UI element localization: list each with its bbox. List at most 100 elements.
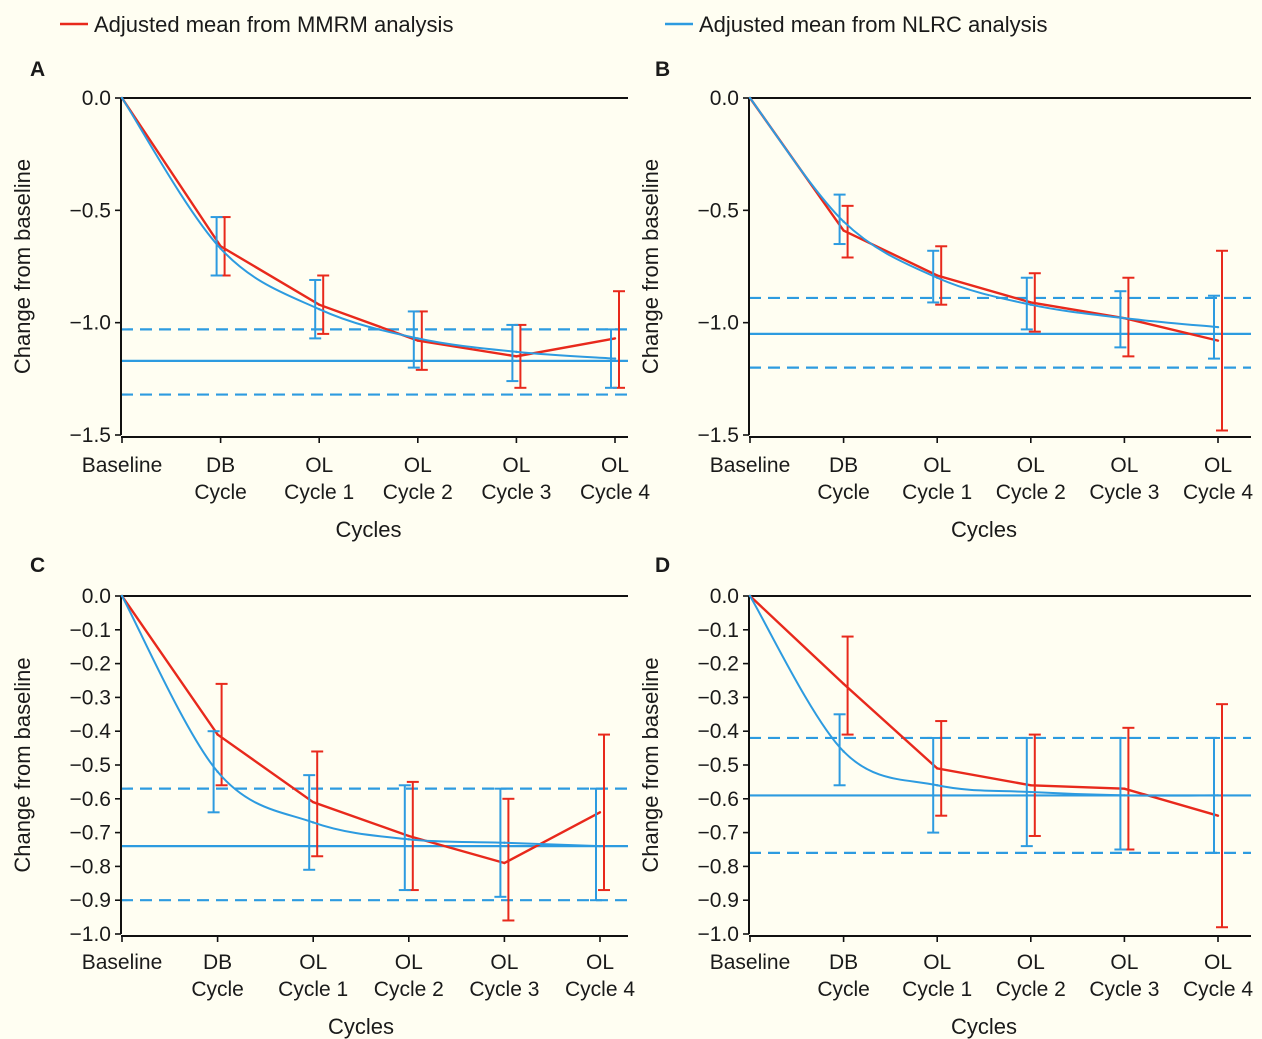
data-point	[1123, 794, 1126, 797]
y-tick-label: −1.0	[698, 923, 739, 946]
y-tick-label: −0.2	[70, 653, 111, 676]
legend-label-mmrm: Adjusted mean from MMRM analysis	[94, 12, 453, 37]
data-point	[1029, 784, 1033, 787]
data-point	[416, 337, 419, 340]
data-point	[407, 834, 410, 838]
x-tick-label: OL Cycle 1	[902, 951, 972, 1001]
panel-letter: A	[30, 58, 45, 81]
x-tick-label-line: OL	[1017, 951, 1045, 974]
mmrm-line	[121, 97, 616, 358]
data-point	[312, 821, 315, 824]
data-point	[842, 229, 845, 232]
y-tick-label: −0.8	[70, 855, 111, 878]
x-axis-title: Cycles	[328, 1014, 394, 1039]
data-point	[598, 844, 602, 848]
data-point	[318, 307, 321, 311]
y-tick-label: −0.1	[698, 619, 739, 642]
data-point	[416, 339, 419, 342]
data-point	[515, 350, 518, 354]
series-mmrm	[748, 594, 1228, 929]
x-tick-label-line: OL	[404, 454, 432, 477]
data-point	[120, 96, 124, 100]
x-tick-label-line: OL	[586, 951, 614, 974]
x-tick-label-line: OL	[923, 454, 951, 477]
x-tick-label: OL Cycle 4	[1183, 951, 1253, 1001]
data-point	[1029, 303, 1033, 306]
x-tick-label-line: Cycle 1	[278, 978, 348, 1001]
x-tick-label: OL Cycle 2	[996, 454, 1066, 504]
data-point	[613, 337, 617, 340]
x-tick-label-line: DB	[829, 951, 858, 974]
y-tick-label: −0.6	[698, 788, 739, 811]
y-tick-label: −0.5	[70, 199, 111, 222]
x-tick-label: OL Cycle 2	[374, 951, 444, 1001]
x-tick-label-line: OL	[305, 454, 333, 477]
y-tick-label: −0.9	[70, 889, 111, 912]
nlrc-curve	[121, 97, 616, 360]
legend: Adjusted mean from MMRM analysis Adjuste…	[60, 12, 1047, 37]
x-tick-label: OL Cycle 3	[1089, 454, 1159, 504]
x-tick-label: OL Cycle 3	[481, 454, 551, 504]
x-tick-label: OL Cycle 4	[580, 454, 650, 504]
x-tick-label: Baseline	[710, 951, 791, 974]
nlrc-curve	[121, 595, 601, 848]
x-tick-label-line: OL	[299, 951, 327, 974]
data-point	[1029, 790, 1033, 794]
series-mmrm	[748, 96, 1228, 432]
y-tick-label: −0.5	[698, 199, 739, 222]
x-axis-title: Cycles	[335, 517, 401, 542]
data-point	[1216, 339, 1220, 342]
x-tick-label: Baseline	[82, 454, 163, 477]
x-tick-label-line: Cycle 3	[469, 978, 539, 1001]
x-tick-label-line: OL	[1110, 454, 1138, 477]
nlrc-curve	[749, 595, 1219, 797]
y-tick-label: −0.4	[70, 720, 112, 743]
x-tick-label-line: OL	[601, 454, 629, 477]
y-tick-label: −0.7	[70, 822, 111, 845]
y-axis-title: Change from baseline	[638, 657, 663, 872]
x-tick-label-line: Cycle 2	[374, 978, 444, 1001]
data-point	[1029, 301, 1033, 304]
x-tick-label: DB Cycle	[817, 454, 870, 504]
series-nlrc	[120, 594, 602, 902]
data-point	[936, 276, 939, 279]
y-axis-title: Change from baseline	[638, 159, 663, 374]
x-tick-label-line: Cycle	[817, 978, 870, 1001]
data-point	[936, 767, 939, 770]
x-tick-label-line: Cycle 3	[1089, 481, 1159, 504]
y-tick-label: −0.7	[698, 822, 739, 845]
data-point	[216, 770, 219, 773]
y-tick-label: 0.0	[710, 585, 739, 608]
x-tick-label: OL Cycle 1	[284, 454, 354, 504]
data-point	[842, 750, 845, 753]
y-tick-label: −0.9	[698, 889, 739, 912]
x-tick-label: OL Cycle 3	[469, 951, 539, 1001]
x-tick-label: DB Cycle	[194, 454, 247, 504]
panel-b: B 0.0 −0.5 −1.0 −1.5 Baseline DB Cycle OL Cycle 1…	[638, 58, 1253, 542]
x-tick-label-line: Cycle 4	[1183, 978, 1253, 1001]
mmrm-line	[749, 595, 1219, 817]
x-tick-label-line: OL	[1110, 951, 1138, 974]
data-point	[842, 220, 845, 223]
x-tick-label-line: Cycle 2	[383, 481, 453, 504]
x-tick-label-line: Cycle 3	[481, 481, 551, 504]
y-tick-label: 0.0	[82, 87, 111, 110]
series-nlrc	[748, 594, 1220, 854]
mmrm-line	[121, 595, 601, 865]
x-tick-label-line: Baseline	[710, 951, 791, 974]
x-tick-label-line: Baseline	[710, 454, 791, 477]
y-tick-label: −0.2	[698, 653, 739, 676]
legend-label-nlrc: Adjusted mean from NLRC analysis	[699, 12, 1047, 37]
data-point	[748, 96, 752, 100]
y-tick-label: −0.3	[698, 686, 739, 709]
panel-d: D 0.0 −0.1 −0.2 −0.3 −0.4 −0.5 −0.6 −0.7 −0.8 −0.9…	[638, 554, 1253, 1039]
data-point	[842, 682, 845, 686]
x-tick-label-line: OL	[1017, 454, 1045, 477]
data-point	[1123, 316, 1126, 320]
data-point	[120, 594, 124, 598]
x-tick-label-line: OL	[1204, 951, 1232, 974]
series-nlrc	[748, 96, 1220, 360]
y-tick-label: −1.5	[698, 424, 739, 447]
y-tick-label: −0.6	[70, 788, 111, 811]
x-tick-label: OL Cycle 3	[1089, 951, 1159, 1001]
